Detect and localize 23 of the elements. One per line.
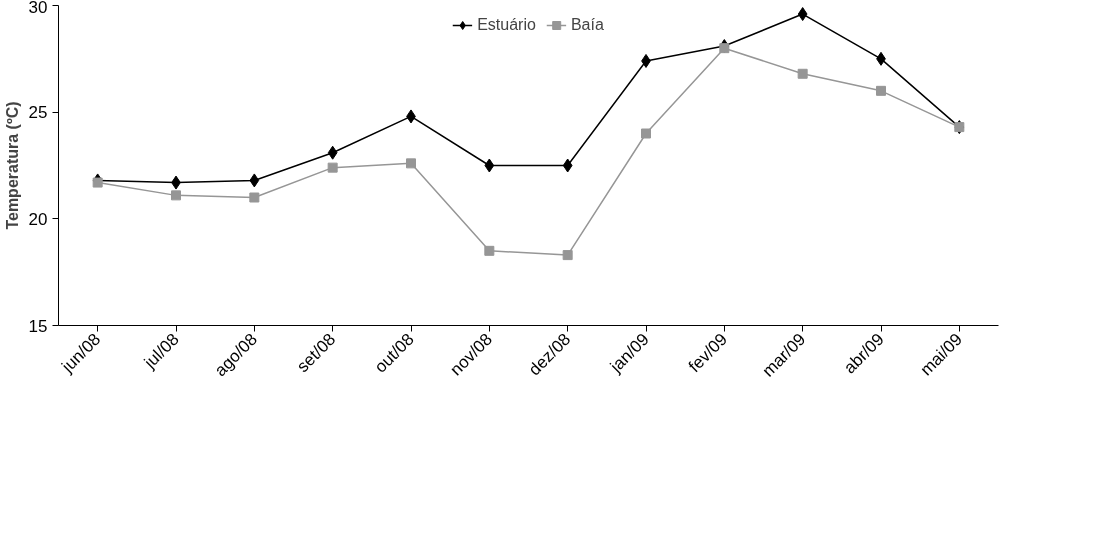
point: [327, 145, 338, 160]
y-tick-label: 25: [28, 103, 48, 123]
point: [484, 158, 495, 173]
y-tick-label: 15: [28, 316, 48, 336]
point: [171, 190, 181, 201]
point: [249, 173, 260, 188]
point: [719, 43, 730, 54]
point: [406, 158, 416, 169]
y-tick-label: 20: [28, 209, 48, 229]
point: [249, 192, 260, 203]
point: [876, 85, 886, 96]
point: [562, 250, 573, 261]
legend-label: Baía: [570, 16, 604, 34]
point: [797, 7, 808, 22]
y-axis-title: Temperatura (ºC): [3, 101, 21, 230]
point: [797, 68, 808, 79]
point: [641, 128, 651, 139]
point: [484, 245, 495, 256]
point: [562, 158, 573, 173]
legend-label: Estuário: [477, 16, 536, 34]
y-tick-label: 30: [28, 0, 48, 17]
point: [327, 162, 338, 173]
point: [92, 177, 103, 188]
